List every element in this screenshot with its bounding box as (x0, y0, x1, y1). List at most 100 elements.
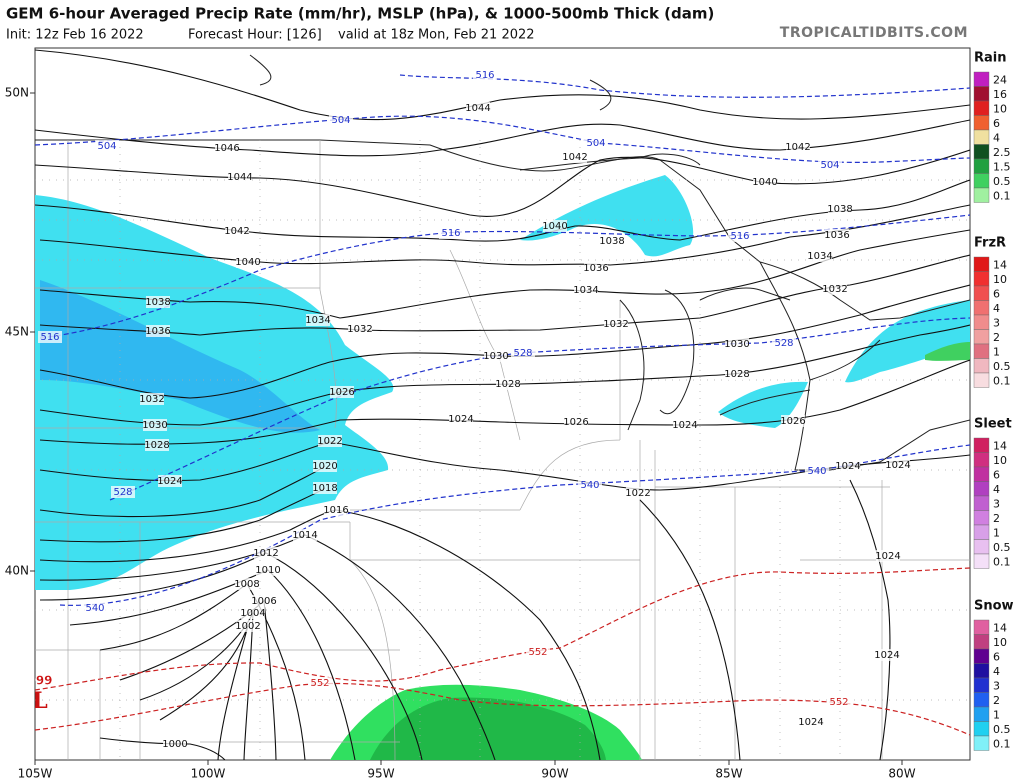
legend-label: 14 (993, 259, 1007, 272)
isobar-label: 1038 (599, 236, 624, 247)
thickness-label: 528 (113, 487, 132, 498)
legend-label: 0.5 (993, 175, 1011, 188)
isobar-label-bg (145, 439, 169, 451)
legend-label: 1.5 (993, 161, 1011, 174)
isobar-label: 1014 (292, 530, 317, 541)
isobar-label-bg (673, 419, 697, 431)
legend-swatch (973, 437, 990, 453)
thickness-label: 528 (774, 338, 793, 349)
isobar-label-bg (254, 547, 278, 559)
legend-label: 1 (993, 527, 1000, 540)
isobar-label-bg (313, 460, 337, 472)
legend-swatch (973, 71, 990, 87)
legend-label: 0.5 (993, 541, 1011, 554)
forecast-hour: Forecast Hour: [126] (188, 28, 322, 43)
isobar-label-bg (484, 350, 508, 362)
rain-area (925, 342, 970, 361)
isobar-label: 1044 (465, 103, 490, 114)
legend-swatch (973, 634, 990, 650)
legend-label: 10 (993, 273, 1007, 286)
isobar-label: 1022 (625, 488, 650, 499)
legend-label: 0.5 (993, 723, 1011, 736)
isobar-label-bg (140, 393, 164, 405)
isobar-label-bg (235, 578, 259, 590)
isobar-label: 1036 (583, 263, 608, 274)
isobar-label: 1038 (827, 204, 852, 215)
thickness-label: 516 (730, 231, 749, 242)
thickness-label: 552 (829, 697, 848, 708)
isobar-label-bg (306, 314, 330, 326)
legend-title: FrzR (974, 236, 1006, 251)
legend-label: 14 (993, 622, 1007, 635)
legend-swatch (973, 481, 990, 497)
isobar-label-bg (828, 203, 852, 215)
legend-swatch (973, 314, 990, 330)
legend-label: 6 (993, 117, 1000, 130)
isobar-label-bg (875, 649, 899, 661)
legend-swatch (973, 648, 990, 664)
isobar-label-bg (158, 475, 182, 487)
legend-swatch (973, 343, 990, 359)
thickness-label-bg (439, 227, 463, 239)
isobar-label-bg (808, 250, 832, 262)
legend-swatch (973, 452, 990, 468)
legend-swatch (973, 372, 990, 388)
thickness-label: 540 (85, 603, 104, 614)
isobar-label-bg (564, 416, 588, 428)
lat-label: 40N (5, 564, 29, 578)
isobar-label: 1032 (139, 394, 164, 405)
legend-swatch (973, 619, 990, 635)
isobar-label: 1032 (822, 284, 847, 295)
legend-swatch (973, 285, 990, 301)
thickness-label: 540 (807, 466, 826, 477)
isobar-label: 1006 (251, 596, 276, 607)
contour-labels: 1044 1046 1044 1042 1040 1038 1036 1034 1032 1032… (38, 69, 911, 750)
isobar-label-bg (574, 284, 598, 296)
thickness-label-bg (83, 602, 107, 614)
legend-label: 6 (993, 288, 1000, 301)
isobar-label: 1042 (562, 152, 587, 163)
legend-title: Sleet (974, 417, 1012, 432)
isobar-label: 1044 (227, 172, 252, 183)
isobar-label-bg (876, 550, 900, 562)
isobar-label: 1008 (234, 579, 259, 590)
isobar-label-bg (146, 296, 170, 308)
isobar-label: 1010 (255, 565, 280, 576)
legend-swatch (973, 692, 990, 708)
isobar-label-bg (799, 716, 823, 728)
legend-label: 4 (993, 132, 1000, 145)
isobar-label: 1004 (240, 608, 265, 619)
isobar-label: 1028 (495, 379, 520, 390)
legend-swatch (973, 721, 990, 737)
isobar-label-bg (604, 318, 628, 330)
isobar-label: 1026 (780, 416, 805, 427)
watermark: TROPICALTIDBITS.COM (780, 25, 968, 41)
lon-label: 100W (191, 767, 226, 781)
thickness-label-bg (578, 479, 602, 491)
thickness-label-bg (95, 140, 119, 152)
isobar-label-bg (236, 620, 260, 632)
legend-swatch (973, 677, 990, 693)
legend-label: 2 (993, 512, 1000, 525)
legend-label: 10 (993, 103, 1007, 116)
isobar-label-bg (241, 607, 265, 619)
legend-label: 0.1 (993, 375, 1011, 388)
isobar-label: 1030 (142, 420, 167, 431)
thickness-label-bg (818, 159, 842, 171)
isobar-label: 1024 (835, 461, 860, 472)
legend-swatch (973, 129, 990, 145)
isobar-label-bg (543, 220, 567, 232)
isobar-label-bg (293, 529, 317, 541)
isobar-label-bg (496, 378, 520, 390)
thickness-label: 516 (40, 332, 59, 343)
isobar-label: 1030 (724, 339, 749, 350)
isobar-label-bg (753, 176, 777, 188)
legend-label: 0.1 (993, 190, 1011, 203)
legend-label: 2 (993, 694, 1000, 707)
isobar-label: 1016 (323, 505, 348, 516)
snow-area (845, 300, 970, 383)
thickness-label: 504 (331, 115, 350, 126)
thickness-label-bg (511, 347, 535, 359)
isobar-label-bg (725, 368, 749, 380)
thickness-label-bg (329, 114, 353, 126)
